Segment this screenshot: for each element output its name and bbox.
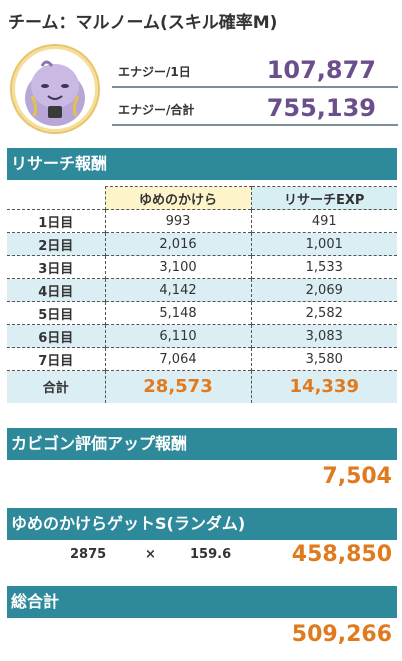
col-header-exp: リサーチEXP [250, 186, 397, 210]
row-day: 4日目 [7, 278, 105, 302]
row-dream: 3,100 [104, 255, 251, 279]
table-total-row: 合計 28,573 14,339 [7, 370, 397, 403]
snorlax-reward-header: カビゴン評価アップ報酬 [7, 428, 397, 460]
table-row: 1日目 993 491 [7, 209, 397, 233]
total-dream: 28,573 [104, 370, 251, 403]
row-day: 3日目 [7, 255, 105, 279]
energy-total-label: エナジー/合計 [118, 103, 195, 117]
total-exp: 14,339 [250, 370, 397, 403]
row-exp: 2,069 [250, 278, 397, 302]
grand-total-value: 509,266 [291, 622, 392, 647]
row-exp: 3,580 [250, 347, 397, 371]
row-dream: 6,110 [104, 324, 251, 348]
energy-per-day-row: エナジー/1日 107,877 [112, 52, 398, 88]
swalot-avatar-icon [25, 60, 85, 126]
table-row: 5日目 5,148 2,582 [7, 301, 397, 325]
dream-get-count: 2875 [70, 547, 107, 562]
row-day: 5日目 [7, 301, 105, 325]
row-exp: 2,582 [250, 301, 397, 325]
pokemon-avatar [10, 44, 100, 134]
row-day: 1日目 [7, 209, 105, 233]
row-dream: 993 [104, 209, 251, 233]
table-row: 3日目 3,100 1,533 [7, 255, 397, 279]
table-row: 4日目 4,142 2,069 [7, 278, 397, 302]
row-exp: 491 [250, 209, 397, 233]
row-dream: 2,016 [104, 232, 251, 256]
dream-get-value: 458,850 [291, 542, 392, 567]
multiply-sign: × [145, 547, 156, 562]
row-exp: 1,533 [250, 255, 397, 279]
research-header: リサーチ報酬 [7, 148, 397, 180]
row-dream: 7,064 [104, 347, 251, 371]
total-label: 合計 [7, 370, 105, 403]
table-corner [7, 187, 105, 210]
row-day: 7日目 [7, 347, 105, 371]
grand-total-header: 総合計 [7, 586, 397, 618]
research-table: ゆめのかけら リサーチEXP 1日目 993 491 2日目 2,016 1,0… [7, 186, 397, 403]
snorlax-reward-value: 7,504 [322, 464, 392, 489]
energy-per-day-value: 107,877 [266, 56, 376, 84]
dream-get-header: ゆめのかけらゲットS(ランダム) [7, 508, 397, 540]
dream-get-multiplier: 159.6 [190, 547, 232, 562]
table-row: 7日目 7,064 3,580 [7, 347, 397, 371]
table-row: 6日目 6,110 3,083 [7, 324, 397, 348]
page-title: チーム：マルノーム(スキル確率M) [8, 13, 278, 33]
row-exp: 1,001 [250, 232, 397, 256]
row-day: 2日目 [7, 232, 105, 256]
row-day: 6日目 [7, 324, 105, 348]
energy-total-value: 755,139 [266, 94, 376, 122]
row-exp: 3,083 [250, 324, 397, 348]
col-header-dream: ゆめのかけら [104, 186, 251, 210]
table-row: 2日目 2,016 1,001 [7, 232, 397, 256]
energy-per-day-label: エナジー/1日 [118, 65, 191, 79]
row-dream: 5,148 [104, 301, 251, 325]
energy-total-row: エナジー/合計 755,139 [112, 90, 398, 126]
row-dream: 4,142 [104, 278, 251, 302]
